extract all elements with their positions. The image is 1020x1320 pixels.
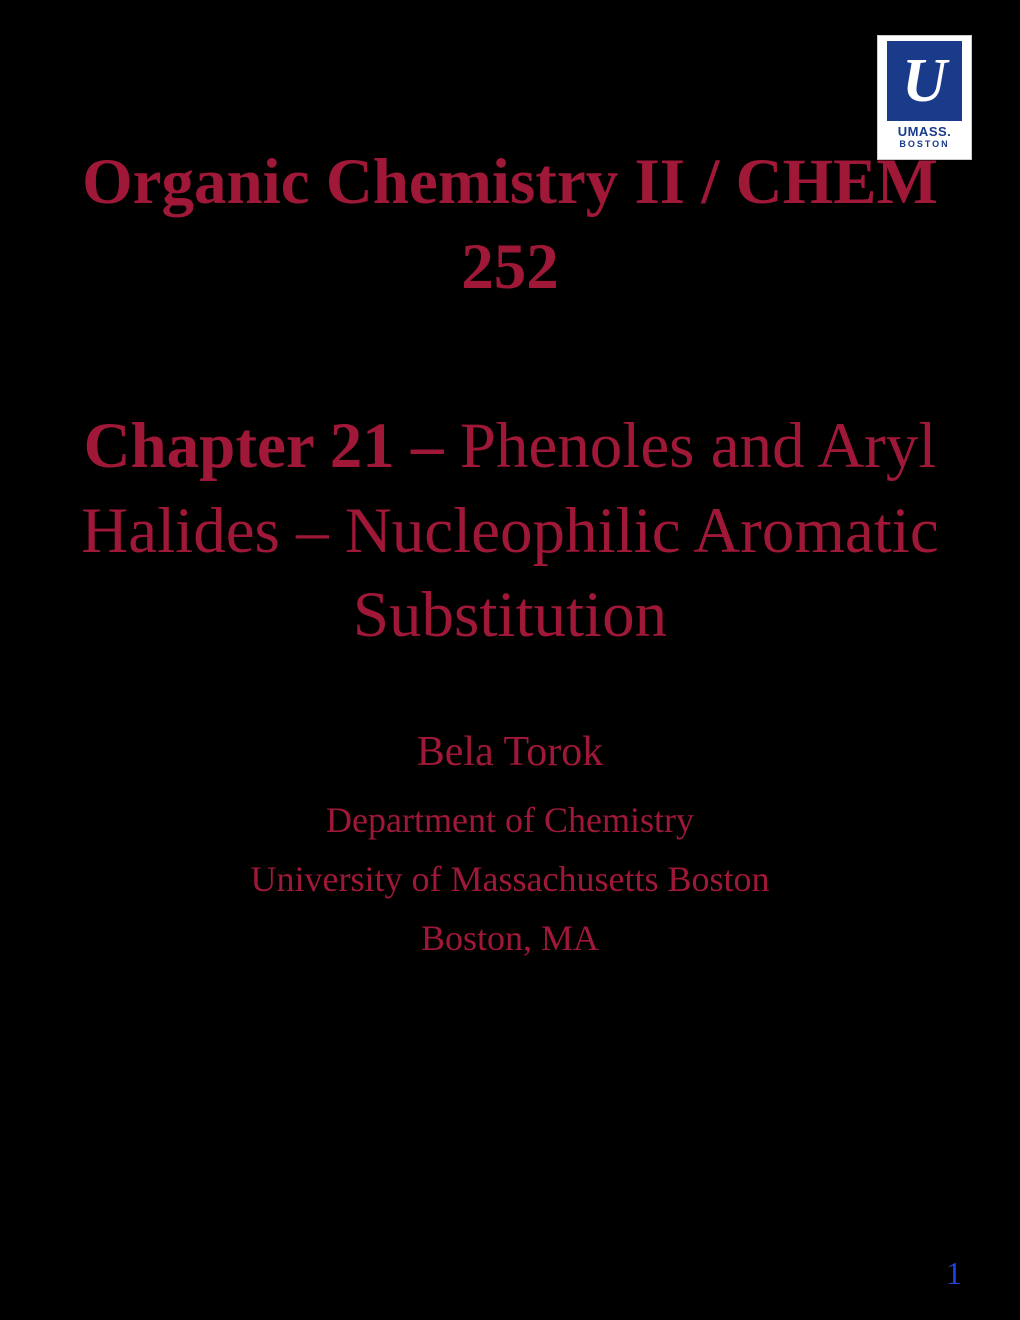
- department: Department of Chemistry: [60, 791, 960, 850]
- chapter-section: Chapter 21 – Phenoles and Aryl Halides –…: [60, 404, 960, 658]
- university: University of Massachusetts Boston: [60, 850, 960, 909]
- umass-logo: U UMASS. BOSTON: [877, 35, 972, 160]
- logo-u-block: U: [887, 41, 962, 121]
- affiliation-block: Department of Chemistry University of Ma…: [60, 791, 960, 969]
- logo-sub-text: BOSTON: [899, 139, 949, 149]
- chapter-label: Chapter 21 –: [84, 410, 460, 482]
- course-title: Organic Chemistry II / CHEM 252: [60, 140, 960, 309]
- location: Boston, MA: [60, 909, 960, 968]
- slide-container: U UMASS. BOSTON Organic Chemistry II / C…: [0, 0, 1020, 1320]
- logo-main-text: UMASS.: [898, 124, 952, 139]
- page-number: 1: [946, 1255, 962, 1292]
- author-name: Bela Torok: [60, 728, 960, 776]
- logo-letter: U: [902, 50, 947, 112]
